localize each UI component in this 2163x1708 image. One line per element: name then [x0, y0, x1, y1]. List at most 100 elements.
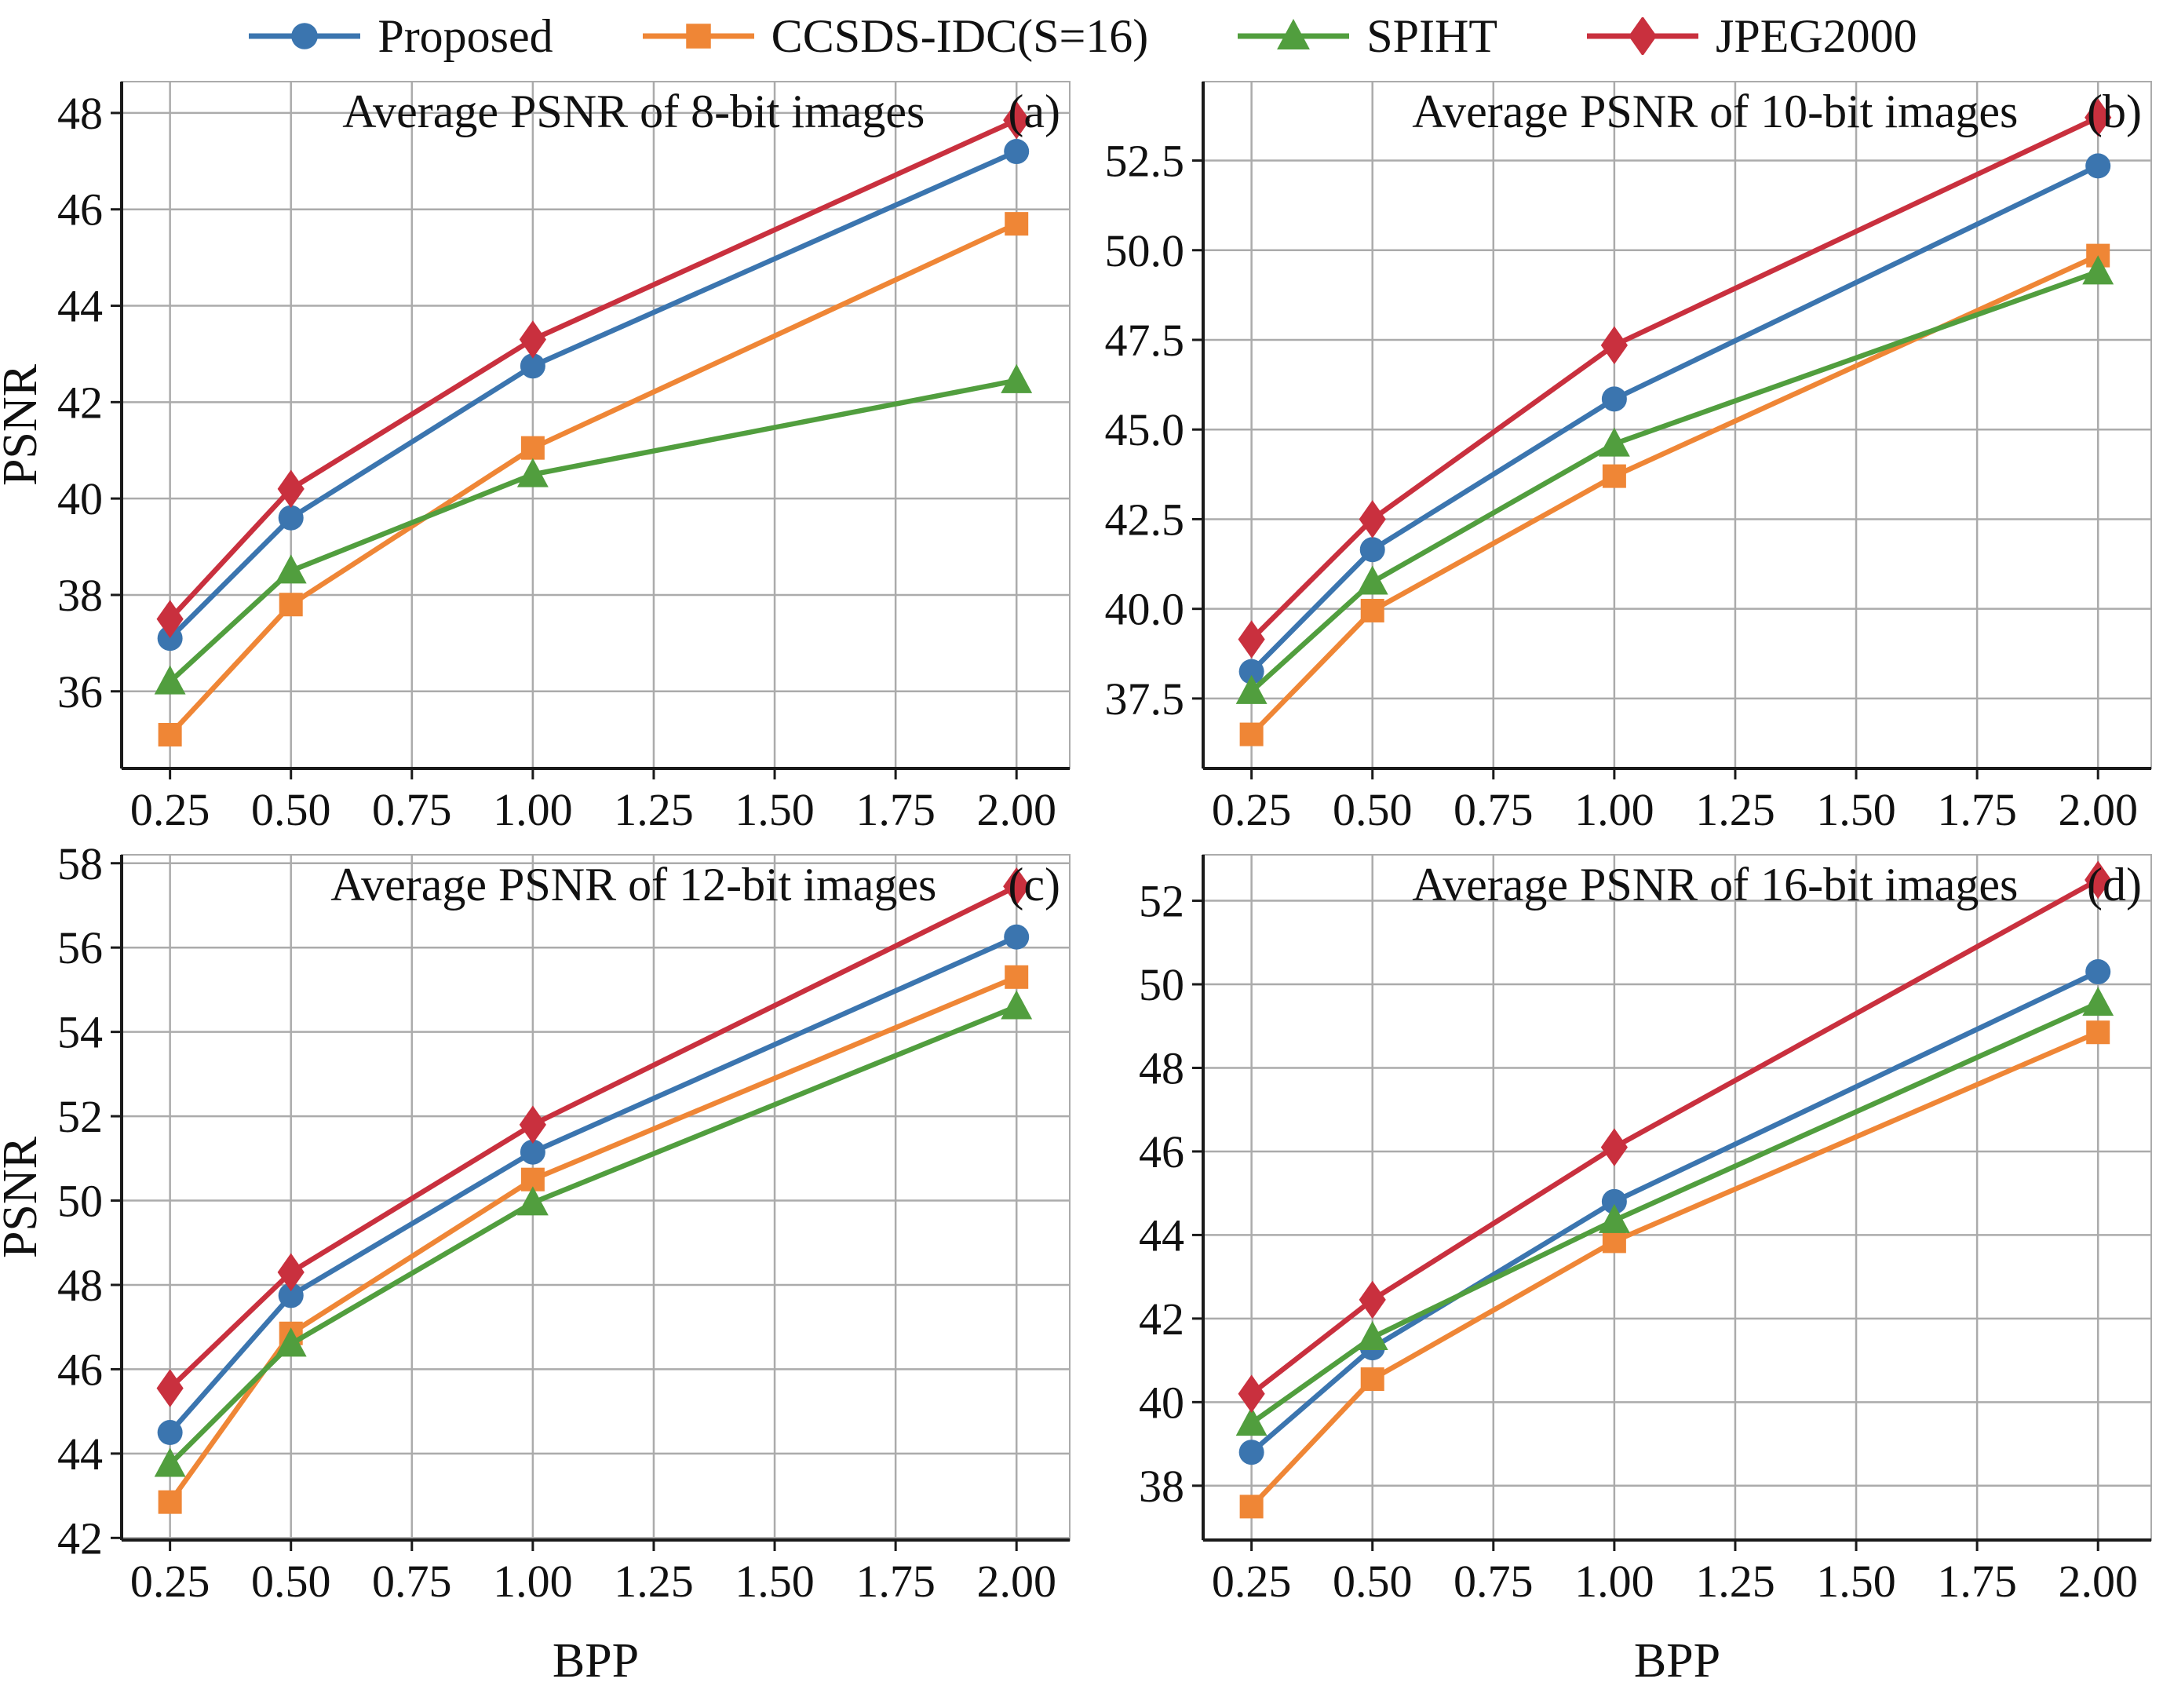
x-tick-label: 1.25: [1695, 784, 1775, 835]
series-line-SPIHT: [168, 378, 1017, 684]
y-tick-label: 48: [57, 1260, 103, 1311]
point-SPIHT-1: [1598, 427, 1630, 457]
point-JPEG2000-0.5: [277, 469, 305, 509]
point-JPEG2000-2: [1003, 100, 1030, 140]
x-tick-label: 0.75: [372, 1556, 452, 1607]
x-tick-label: 1.75: [855, 1556, 936, 1607]
x-tick-label: 1.75: [1937, 784, 2017, 835]
x-tick-label: 1.00: [493, 1556, 573, 1607]
y-tick-label: 50: [1139, 959, 1184, 1010]
x-tick-label: 0.75: [372, 784, 452, 835]
y-tick-label: 48: [57, 88, 103, 139]
subplot-title: Average PSNR of 12-bit images: [330, 859, 936, 911]
subplot-c-psnr-12bit: 0.25 0.50 0.75 1.00 1.25 1.50 1.75 2.00 42 44 46 48…: [0, 841, 1071, 1688]
series-line-JPEG2000: [168, 884, 1018, 1390]
series-line-JPEG2000: [168, 118, 1018, 621]
point-SPIHT-1: [1598, 1203, 1630, 1233]
subplot-b-psnr-10bit: 0.25 0.50 0.75 1.00 1.25 1.50 1.75 2.00 37.5 40.0…: [1105, 81, 2152, 835]
legend-item-spiht[interactable]: SPIHT: [1235, 13, 1497, 60]
plot-area-(b): 0.25 0.50 0.75 1.00 1.25 1.50 1.75 2.00 37.5 40.0…: [1105, 81, 2152, 835]
legend-item-ccsds-idc[interactable]: CCSDS-IDC(S=16): [640, 13, 1148, 60]
x-tick-label: 1.75: [1937, 1556, 2017, 1607]
point-SPIHT-2: [2082, 255, 2114, 285]
point-SPIHT-0.25: [154, 1447, 186, 1477]
x-tick-label: 1.25: [614, 784, 694, 835]
y-tick-label: 44: [57, 281, 103, 332]
series-line-Proposed: [168, 934, 1018, 1435]
point-CCSDS-IDC(S=16)-2: [1005, 965, 1029, 989]
diamond-marker-icon: [1629, 17, 1657, 55]
square-marker-icon: [685, 24, 711, 49]
x-tick-label: 0.75: [1454, 1556, 1534, 1607]
point-JPEG2000-0.25: [156, 600, 184, 638]
x-tick-label: 2.00: [2058, 1556, 2138, 1607]
y-tick-label: 50: [57, 1176, 103, 1227]
series-line-CCSDS-IDC(S=16): [168, 221, 1018, 737]
y-tick-label: 44: [1139, 1210, 1184, 1261]
legend: Proposed CCSDS-IDC(S=16) SPIHT JPEG2000: [0, 0, 2163, 68]
point-Proposed-1: [1601, 386, 1627, 412]
point-CCSDS-IDC(S=16)-0.25: [158, 1490, 182, 1514]
x-tick-label: 0.25: [1212, 784, 1292, 835]
x-tick-label: 1.00: [493, 784, 573, 835]
x-tick-label: 1.25: [1695, 1556, 1775, 1607]
legend-label: Proposed: [378, 10, 553, 62]
x-axis-label: BPP: [1634, 1634, 1720, 1688]
y-tick-label: 47.5: [1105, 315, 1185, 366]
spiht-line-triangle-icon: [1238, 19, 1350, 49]
y-tick-label: 40: [1139, 1377, 1184, 1428]
subplot-d-psnr-16bit: 0.25 0.50 0.75 1.00 1.25 1.50 1.75 2.00 38 40 42 44…: [1139, 854, 2152, 1688]
point-SPIHT-2: [1001, 363, 1033, 393]
plot-area-(c): 0.25 0.50 0.75 1.00 1.25 1.50 1.75 2.00 42 44 46 48…: [0, 841, 1071, 1688]
y-tick-label: 37.5: [1105, 673, 1185, 724]
point-CCSDS-IDC(S=16)-0.25: [158, 723, 182, 747]
series-line-SPIHT: [1249, 269, 2099, 694]
y-tick-label: 40.0: [1105, 584, 1185, 635]
subplot-tag: (a): [1008, 86, 1060, 137]
y-tick-label: 48: [1139, 1042, 1184, 1093]
x-tick-label: 2.00: [976, 784, 1056, 835]
y-tick-label: 36: [57, 666, 103, 717]
y-tick-label: 52: [1139, 876, 1184, 927]
point-CCSDS-IDC(S=16)-0.5: [1360, 598, 1384, 622]
legend-label: JPEG2000: [1715, 10, 1917, 62]
x-tick-label: 2.00: [2058, 784, 2138, 835]
point-JPEG2000-2: [1003, 867, 1030, 906]
subplot-title: Average PSNR of 16-bit images: [1412, 859, 2018, 911]
point-SPIHT-0.5: [275, 1327, 307, 1357]
point-Proposed-1: [1601, 1188, 1627, 1214]
plot-border: [1202, 81, 2152, 769]
point-JPEG2000-0.25: [156, 1369, 184, 1407]
x-tick-label: 2.00: [976, 1556, 1056, 1607]
y-tick-label: 46: [57, 1344, 103, 1395]
plot-border: [1202, 854, 2152, 1541]
point-SPIHT-0.5: [1356, 565, 1388, 595]
series-line-SPIHT: [168, 1004, 1018, 1466]
y-tick-label: 58: [57, 841, 103, 889]
point-JPEG2000-1: [519, 320, 546, 359]
legend-item-jpeg2000[interactable]: JPEG2000: [1584, 13, 1917, 60]
point-JPEG2000-1: [1600, 326, 1628, 365]
x-tick-label: 0.50: [251, 784, 331, 835]
subplot-cell-b: 0.25 0.50 0.75 1.00 1.25 1.50 1.75 2.00 37.5 40.0…: [1082, 68, 2163, 841]
series-line-Proposed: [168, 149, 1018, 640]
y-tick-label: 42.5: [1105, 494, 1185, 545]
point-SPIHT-0.25: [154, 665, 186, 695]
point-CCSDS-IDC(S=16)-2: [2086, 1020, 2110, 1045]
y-tick-label: 44: [57, 1429, 103, 1480]
point-JPEG2000-0.5: [1359, 500, 1386, 538]
point-CCSDS-IDC(S=16)-1: [1602, 1229, 1626, 1254]
legend-item-proposed[interactable]: Proposed: [246, 13, 553, 60]
point-CCSDS-IDC(S=16)-0.25: [1239, 722, 1264, 746]
point-Proposed-0.25: [1238, 1440, 1264, 1465]
series-line-CCSDS-IDC(S=16): [1249, 253, 2099, 736]
point-Proposed-2: [1004, 139, 1030, 165]
x-tick-label: 1.00: [1574, 784, 1654, 835]
point-CCSDS-IDC(S=16)-1: [520, 436, 545, 460]
y-tick-label: 38: [1139, 1461, 1184, 1512]
point-SPIHT-0.25: [1235, 1407, 1268, 1436]
point-SPIHT-2: [2082, 987, 2114, 1016]
subplot-tag: (c): [1008, 859, 1060, 911]
x-tick-label: 0.50: [251, 1556, 331, 1607]
point-JPEG2000-1: [1600, 1128, 1628, 1166]
